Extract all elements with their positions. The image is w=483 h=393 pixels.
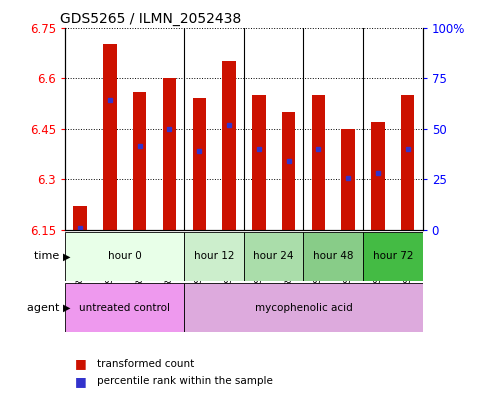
Bar [371,122,384,230]
Text: ■: ■ [75,375,91,388]
Bar [193,98,206,230]
Text: untreated control: untreated control [79,303,170,312]
Text: hour 24: hour 24 [254,252,294,261]
Bar [133,92,146,230]
Bar [73,206,87,230]
Text: hour 12: hour 12 [194,252,234,261]
Bar [163,78,176,230]
Text: ■: ■ [75,357,91,370]
Text: time: time [34,252,63,261]
Bar [103,44,116,230]
Text: ▶: ▶ [63,252,71,261]
Bar [401,95,414,230]
Text: hour 72: hour 72 [372,252,413,261]
Text: hour 48: hour 48 [313,252,354,261]
Bar [252,95,266,230]
Text: hour 0: hour 0 [108,252,142,261]
Text: ▶: ▶ [63,303,71,312]
Text: agent: agent [27,303,63,312]
Bar [363,232,423,281]
Bar [65,232,185,281]
Bar [244,232,303,281]
Bar [222,61,236,230]
Bar [65,283,185,332]
Bar [185,232,244,281]
Bar [341,129,355,230]
Bar [303,232,363,281]
Text: percentile rank within the sample: percentile rank within the sample [97,376,272,386]
Bar [282,112,295,230]
Bar [185,283,423,332]
Text: transformed count: transformed count [97,358,194,369]
Text: mycophenolic acid: mycophenolic acid [255,303,353,312]
Text: GDS5265 / ILMN_2052438: GDS5265 / ILMN_2052438 [60,11,242,26]
Bar [312,95,325,230]
